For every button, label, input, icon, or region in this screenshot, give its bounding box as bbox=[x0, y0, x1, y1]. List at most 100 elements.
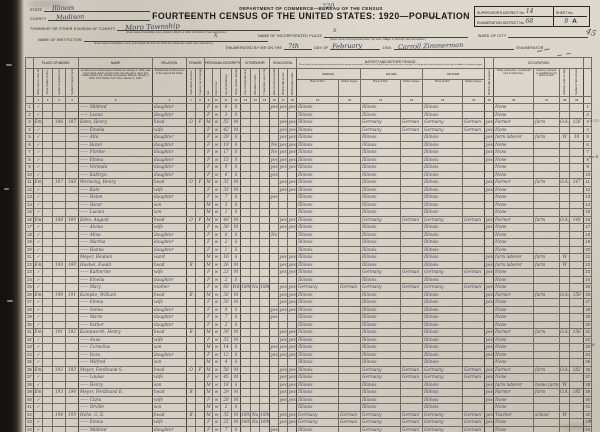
cell-house bbox=[42, 418, 53, 427]
cell-ft bbox=[400, 148, 424, 157]
county-value: Madison bbox=[56, 12, 85, 22]
cell-name: —— Henry bbox=[78, 380, 154, 389]
cell-natyr bbox=[259, 185, 271, 194]
column-number: 22 bbox=[400, 96, 424, 104]
cell-house bbox=[42, 140, 53, 149]
cell-fam: 189 bbox=[64, 215, 80, 224]
cell-ft: German bbox=[400, 365, 424, 374]
group-label: EDUCATION. bbox=[273, 61, 293, 65]
cell-nat bbox=[250, 170, 261, 179]
cell-emp bbox=[559, 245, 571, 254]
cell-sex: F bbox=[204, 133, 214, 142]
cell-sex: F bbox=[204, 193, 214, 202]
cell-fb: Illinois bbox=[360, 358, 402, 367]
cell-eng bbox=[484, 313, 495, 322]
cell-color: w bbox=[212, 395, 222, 404]
cell-read: yes bbox=[278, 148, 289, 157]
cell-nat bbox=[250, 320, 261, 329]
cell-own bbox=[186, 140, 197, 149]
cell-farm: 147 bbox=[569, 178, 585, 187]
cell-color: w bbox=[212, 208, 222, 217]
cell-own bbox=[186, 283, 197, 292]
column-number: 23 bbox=[422, 96, 464, 104]
cell-age: 7 bbox=[220, 425, 233, 432]
cell-color: w bbox=[212, 260, 222, 269]
enumerated-day: 7th bbox=[287, 41, 300, 51]
cell-age: 14 bbox=[220, 343, 233, 352]
cell-own bbox=[186, 268, 197, 277]
cell-color: w bbox=[212, 110, 222, 119]
cell-sch bbox=[269, 418, 280, 427]
cell-own bbox=[186, 253, 197, 262]
cell-mar: S bbox=[231, 320, 242, 329]
cell-age: 1 bbox=[220, 208, 233, 217]
group-label: CITIZENSHIP. bbox=[244, 61, 266, 65]
cell-color: w bbox=[212, 380, 222, 389]
column-description: Sex. bbox=[204, 68, 214, 97]
cell-pt bbox=[338, 350, 362, 359]
cell-pb: Illinois bbox=[296, 305, 340, 314]
cell-sch bbox=[269, 268, 280, 277]
cell-emp bbox=[559, 268, 571, 277]
cell-ind: farm bbox=[533, 365, 561, 374]
column-number: 2 bbox=[42, 96, 53, 104]
cell-lineL: 24 bbox=[25, 275, 34, 284]
cell-farm bbox=[569, 343, 585, 352]
cell-mt: German bbox=[462, 118, 486, 127]
cell-rel: daughter bbox=[152, 245, 188, 254]
column-description-text: Relationship of this person to the head … bbox=[154, 69, 185, 75]
cell-farm bbox=[569, 193, 585, 202]
cell-eng bbox=[484, 275, 495, 284]
cell-occ: None bbox=[493, 335, 535, 344]
cell-mb: Illinois bbox=[422, 343, 464, 352]
cell-farm bbox=[569, 350, 585, 359]
cell-name: —— Selma bbox=[78, 305, 154, 314]
cell-read bbox=[278, 230, 289, 239]
cell-ft bbox=[400, 238, 424, 247]
cell-eng bbox=[484, 103, 495, 112]
cell-fam bbox=[64, 170, 80, 179]
cell-farm bbox=[569, 170, 585, 179]
cell-ft bbox=[400, 290, 424, 299]
cell-nat: Na bbox=[250, 418, 261, 427]
cell-sex: F bbox=[204, 148, 214, 157]
cell-color: w bbox=[212, 298, 222, 307]
cell-dwell bbox=[52, 358, 66, 367]
cell-name: Huebel, Ewald bbox=[78, 260, 154, 269]
cell-ind bbox=[533, 395, 561, 404]
cell-mt bbox=[462, 320, 486, 329]
scan-smudge bbox=[28, 0, 68, 8]
cell-house bbox=[42, 395, 53, 404]
cell-mar: M bbox=[231, 395, 242, 404]
cell-rel: mother bbox=[152, 283, 188, 292]
column-number-row: 1 2 3 4 5 6 7 8 9 10 11 12 13 14 15 16 17 18 19 20 21 22 23 24 2… bbox=[25, 96, 593, 104]
cell-occ: None bbox=[493, 275, 535, 284]
cell-mtg: F bbox=[195, 178, 206, 187]
cell-natyr bbox=[259, 253, 271, 262]
cell-mt bbox=[462, 403, 486, 412]
cell-dwell bbox=[52, 110, 66, 119]
cell-sex: F bbox=[204, 283, 214, 292]
cell-occ: farm laborer bbox=[493, 260, 535, 269]
cell-lineL: 2 bbox=[25, 110, 34, 119]
cell-age: 2 bbox=[220, 403, 233, 412]
cell-sex: F bbox=[204, 373, 214, 382]
column-description-text: Color or race. bbox=[215, 80, 219, 95]
cell-emp bbox=[559, 313, 571, 322]
cell-mar: M bbox=[231, 290, 242, 299]
cell-mtg bbox=[195, 290, 206, 299]
cell-street: ✓ bbox=[33, 133, 43, 142]
cell-nat bbox=[250, 163, 261, 172]
cell-emp bbox=[559, 298, 571, 307]
cell-mt: German bbox=[462, 283, 486, 292]
cell-house bbox=[42, 215, 53, 224]
cell-pb: Illinois bbox=[296, 133, 340, 142]
cell-dwell bbox=[52, 155, 66, 164]
cell-name: —— Lucian bbox=[78, 208, 154, 217]
cell-mb: Germany bbox=[422, 425, 464, 432]
cell-read: yes bbox=[278, 268, 289, 277]
